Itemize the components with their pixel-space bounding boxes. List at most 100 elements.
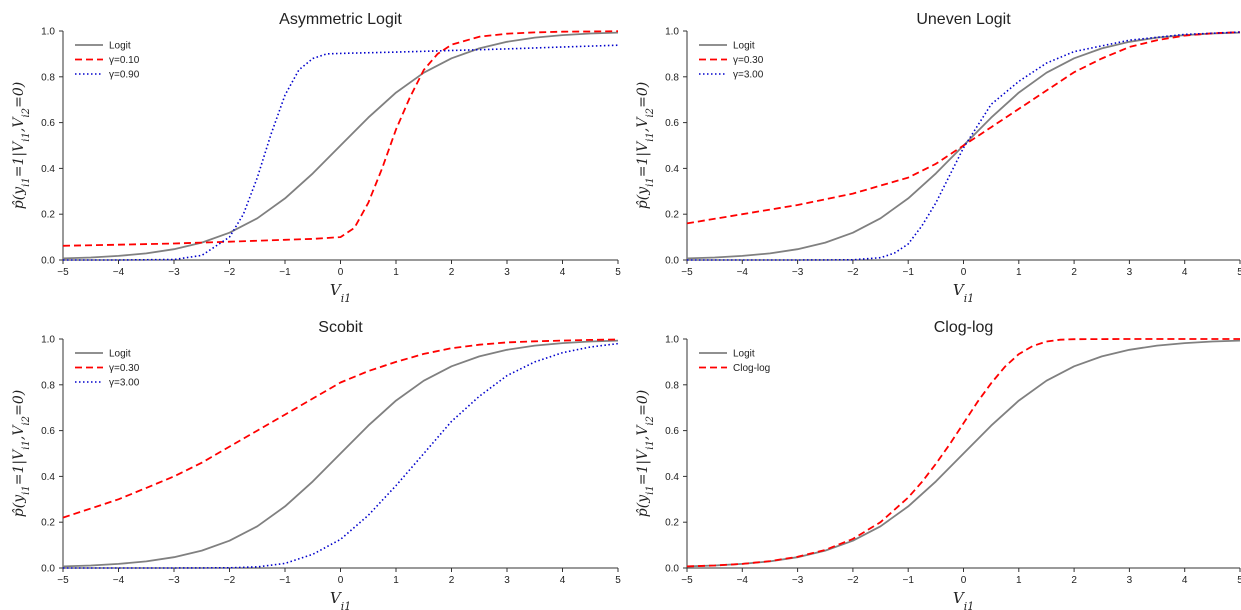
legend-label: Logit [733, 349, 755, 360]
x-tick-label: −5 [57, 575, 69, 586]
x-tick-label: −3 [792, 267, 804, 278]
x-tick-label: 1 [1016, 267, 1022, 278]
y-axis-label: p̂(yi1=1|Vi1,Vi2=0) [11, 390, 32, 517]
x-tick-label: −4 [113, 267, 125, 278]
y-tick-label: 1.0 [665, 27, 679, 38]
legend-label: γ=0.10 [109, 55, 140, 66]
x-axis-label: Vi1 [953, 281, 974, 305]
x-tick-label: 5 [1237, 267, 1241, 278]
chart-panel-2: Uneven Logit −5 −4 −3 −2 −1 0 1 2 3 4 5 0.0 0.2 0.4 0.6… [635, 11, 1241, 305]
x-tick-label: 3 [504, 267, 510, 278]
x-tick-label: −3 [168, 575, 180, 586]
y-tick-label: 0.0 [41, 256, 55, 267]
series-line-2 [62, 338, 619, 519]
x-tick-label: −2 [224, 575, 236, 586]
x-tick-label: −1 [279, 575, 291, 586]
x-tick-label: 1 [1016, 575, 1022, 586]
y-tick-label: 1.0 [665, 335, 679, 346]
series-line-2 [686, 31, 1241, 225]
y-tick-label: 0.4 [665, 164, 679, 175]
chart-title: Asymmetric Logit [279, 11, 402, 28]
chart-title: Uneven Logit [916, 11, 1011, 28]
x-tick-label: 3 [504, 575, 510, 586]
x-tick-label: 4 [1182, 267, 1188, 278]
legend-label: Logit [109, 349, 131, 360]
x-tick-label: 1 [393, 575, 399, 586]
y-tick-label: 0.6 [665, 118, 679, 129]
y-tick-label: 0.6 [41, 426, 55, 437]
legend-label: Logit [733, 41, 755, 52]
series-line-3 [63, 44, 619, 261]
x-tick-label: 1 [393, 267, 399, 278]
legend-label: γ=3.00 [733, 70, 764, 81]
legend-label: γ=0.90 [109, 70, 140, 81]
x-tick-label: 5 [1237, 575, 1241, 586]
x-tick-label: −5 [681, 267, 693, 278]
series-line-1 [62, 31, 619, 260]
y-tick-label: 0.4 [41, 472, 55, 483]
legend-label: Logit [109, 41, 131, 52]
x-tick-label: −1 [902, 575, 914, 586]
y-tick-label: 0.4 [41, 164, 55, 175]
x-tick-label: 2 [1071, 267, 1077, 278]
series-line-2 [62, 30, 619, 247]
x-tick-label: 4 [560, 267, 566, 278]
y-axis-label: p̂(yi1=1|Vi1,Vi2=0) [635, 390, 656, 517]
x-tick-label: 2 [1071, 575, 1077, 586]
y-tick-label: 0.8 [665, 72, 679, 83]
chart-panel-1: Asymmetric Logit −5 −4 −3 −2 −1 0 1 2 3 4 5 0.0 0.2 0.… [11, 11, 621, 305]
series-line-1 [62, 339, 619, 568]
y-tick-label: 0.2 [41, 210, 55, 221]
x-tick-label: −2 [847, 267, 859, 278]
x-tick-label: 0 [961, 575, 967, 586]
x-tick-label: 0 [338, 267, 344, 278]
legend-label: γ=3.00 [109, 378, 140, 389]
x-tick-label: −2 [847, 575, 859, 586]
legend-label: Clog-log [733, 363, 770, 374]
x-tick-label: −5 [681, 575, 693, 586]
x-tick-label: 4 [1182, 575, 1188, 586]
y-tick-label: 0.0 [665, 564, 679, 575]
y-tick-label: 0.0 [41, 564, 55, 575]
x-tick-label: 0 [338, 575, 344, 586]
chart-panel-4: Clog-log −5 −4 −3 −2 −1 0 1 2 3 4 5 0.0 0.2 0.4 0.6 0.8 1… [635, 319, 1241, 610]
series-line-3 [687, 31, 1241, 261]
x-tick-label: −3 [168, 267, 180, 278]
y-tick-label: 0.8 [665, 380, 679, 391]
x-tick-label: −3 [792, 575, 804, 586]
x-tick-label: 2 [449, 575, 455, 586]
legend-label: γ=0.30 [109, 363, 140, 374]
x-axis-label: Vi1 [330, 281, 351, 305]
y-tick-label: 1.0 [41, 27, 55, 38]
y-tick-label: 0.6 [41, 118, 55, 129]
chart-title: Clog-log [934, 319, 994, 336]
chart-panel-3: Scobit −5 −4 −3 −2 −1 0 1 2 3 4 5 0.0 0.2 0.4 0.6 0.8 1.0… [11, 319, 621, 610]
series-line-1 [686, 339, 1241, 568]
y-tick-label: 0.4 [665, 472, 679, 483]
x-axis-label: Vi1 [953, 589, 974, 610]
y-axis-label: p̂(yi1=1|Vi1,Vi2=0) [635, 82, 656, 209]
x-tick-label: −4 [737, 575, 749, 586]
series-line-2 [686, 338, 1240, 568]
x-tick-label: −1 [279, 267, 291, 278]
x-tick-label: −2 [224, 267, 236, 278]
x-tick-label: 0 [961, 267, 967, 278]
y-tick-label: 0.2 [665, 518, 679, 529]
x-tick-label: 3 [1127, 267, 1133, 278]
x-tick-label: −1 [902, 267, 914, 278]
x-tick-label: 3 [1127, 575, 1133, 586]
x-tick-label: 4 [560, 575, 566, 586]
chart-title: Scobit [318, 319, 363, 336]
y-tick-label: 0.8 [41, 380, 55, 391]
x-axis-label: Vi1 [330, 589, 351, 610]
y-tick-label: 0.2 [665, 210, 679, 221]
x-tick-label: −4 [737, 267, 749, 278]
x-tick-label: 5 [615, 267, 621, 278]
x-tick-label: 5 [615, 575, 621, 586]
x-tick-label: −5 [57, 267, 69, 278]
y-tick-label: 0.6 [665, 426, 679, 437]
y-tick-label: 1.0 [41, 335, 55, 346]
y-tick-label: 0.2 [41, 518, 55, 529]
series-line-3 [63, 342, 619, 569]
